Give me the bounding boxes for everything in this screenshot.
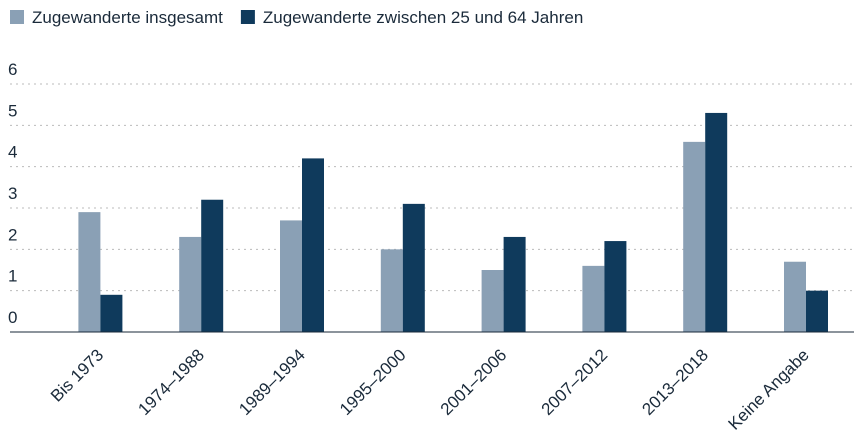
x-tick-label: 1989–1994 xyxy=(235,345,309,419)
legend-swatch xyxy=(240,10,255,24)
x-tick-label: 1974–1988 xyxy=(134,345,208,419)
x-tick-label: 1995–2000 xyxy=(336,345,410,419)
bar xyxy=(503,236,526,332)
bar xyxy=(806,290,828,332)
bar xyxy=(604,241,627,332)
legend-label: Zugewanderte insgesamt xyxy=(32,8,223,27)
bar xyxy=(784,261,806,332)
x-tick-label: Keine Angabe xyxy=(725,345,813,433)
bar xyxy=(402,203,425,332)
bar xyxy=(179,236,202,332)
y-tick-label: 2 xyxy=(8,225,17,244)
x-tick-label: Bis 1973 xyxy=(47,345,107,405)
bar xyxy=(280,220,302,332)
y-tick-label: 3 xyxy=(8,184,17,203)
bar xyxy=(201,199,224,332)
x-tick-label: 2001–2006 xyxy=(437,345,511,419)
y-tick-label: 5 xyxy=(8,101,17,120)
bar xyxy=(100,294,123,332)
bar xyxy=(481,270,504,332)
bar xyxy=(582,265,605,332)
bar xyxy=(683,141,706,332)
y-tick-label: 1 xyxy=(8,267,17,286)
legend-label: Zugewanderte zwischen 25 und 64 Jahren xyxy=(263,8,583,27)
x-tick-label: 2007–2012 xyxy=(538,345,612,419)
bar xyxy=(302,158,324,332)
legend-swatch xyxy=(10,10,24,24)
bar xyxy=(78,212,101,332)
bar xyxy=(705,112,728,332)
x-tick-label: 2013–2018 xyxy=(638,345,712,419)
y-tick-label: 0 xyxy=(8,308,17,327)
y-tick-label: 4 xyxy=(8,143,17,162)
bar xyxy=(380,249,403,332)
y-tick-label: 6 xyxy=(8,60,17,79)
